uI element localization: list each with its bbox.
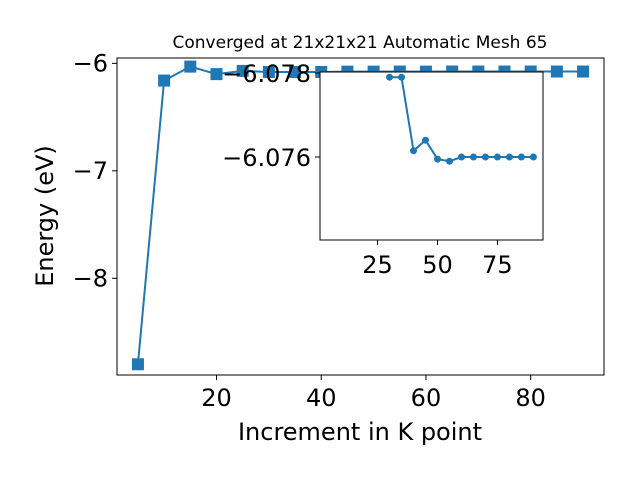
chart-title: Converged at 21x21x21 Automatic Mesh 65 xyxy=(173,33,548,53)
inset-data-point xyxy=(481,153,489,161)
y-tick-label: −6 xyxy=(73,49,108,77)
x-tick-label: 40 xyxy=(306,384,337,412)
inset-data-point xyxy=(433,155,441,163)
x-tick-label: 80 xyxy=(515,384,546,412)
inset-data-point xyxy=(493,153,501,161)
main-data-point xyxy=(262,65,275,78)
inset-data-point xyxy=(422,136,430,144)
main-data-point xyxy=(184,60,197,73)
inset-data-point xyxy=(445,157,453,165)
inset-data-point xyxy=(517,153,525,161)
main-data-point xyxy=(131,358,144,371)
main-y-ticks: −8 −7 −6 xyxy=(73,49,117,292)
inset-axes: 25 50 75 −6.078 −6.076 xyxy=(222,60,544,279)
main-data-point xyxy=(158,74,171,87)
inset-x-tick-label: 75 xyxy=(482,251,513,279)
inset-y-ticks: −6.078 −6.076 xyxy=(222,60,320,172)
inset-data-point xyxy=(410,147,418,155)
inset-y-tick-label: −6.076 xyxy=(222,144,311,172)
main-data-point xyxy=(289,65,302,78)
main-x-ticks: 20 40 60 80 xyxy=(201,375,546,412)
main-data-point xyxy=(210,68,223,81)
inset-data-point xyxy=(505,153,513,161)
inset-data-point xyxy=(457,153,465,161)
inset-x-tick-label: 50 xyxy=(422,251,453,279)
inset-x-ticks: 25 50 75 xyxy=(362,240,513,279)
main-data-point xyxy=(550,65,563,78)
x-tick-label: 60 xyxy=(411,384,442,412)
inset-data-point xyxy=(398,73,406,81)
inset-series xyxy=(386,73,537,165)
x-axis-label: Increment in K point xyxy=(238,418,482,446)
inset-data-point xyxy=(469,153,477,161)
x-tick-label: 20 xyxy=(201,384,232,412)
main-data-point xyxy=(236,64,249,77)
y-tick-label: −7 xyxy=(73,157,108,185)
inset-data-point xyxy=(386,73,394,81)
y-axis-label: Energy (eV) xyxy=(31,145,59,287)
y-tick-label: −8 xyxy=(73,264,108,292)
main-data-point xyxy=(577,65,590,78)
inset-data-point xyxy=(529,153,537,161)
inset-y-tick-label: −6.078 xyxy=(222,60,311,88)
inset-x-tick-label: 25 xyxy=(362,251,393,279)
